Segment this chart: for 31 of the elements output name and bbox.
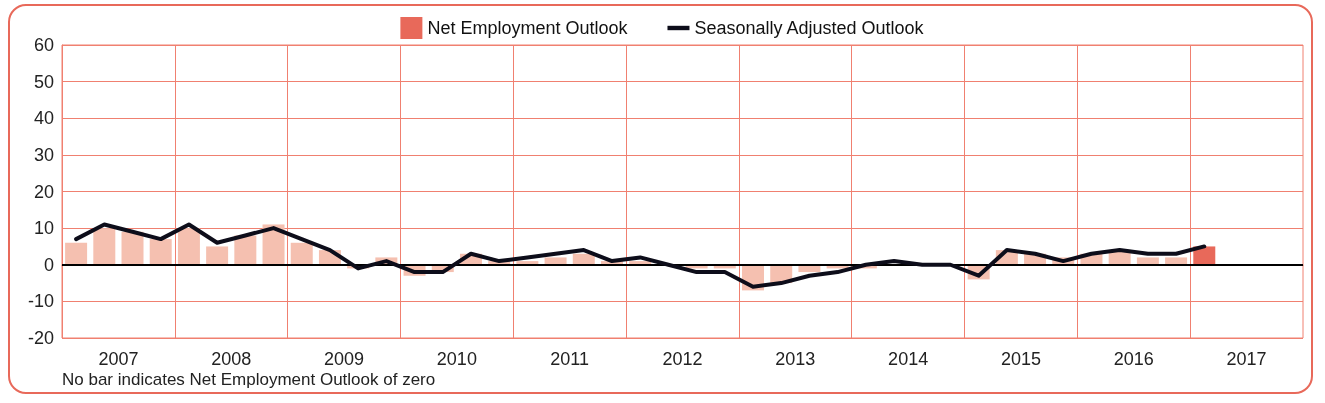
x-tick-label: 2011 xyxy=(550,349,590,369)
x-tick-label: 2009 xyxy=(324,349,365,369)
bar xyxy=(93,228,116,265)
text: No bar indicates Net Employment Outlook of zero xyxy=(62,370,436,389)
x-tick-label: 2010 xyxy=(436,349,477,369)
bar xyxy=(206,246,229,265)
y-tick-label: 0 xyxy=(43,254,54,275)
y-tick-label: 10 xyxy=(33,218,54,239)
x-tick-label: 2016 xyxy=(1113,349,1154,369)
y-tick-label: 20 xyxy=(33,181,54,202)
y-tick-label: -20 xyxy=(27,328,54,348)
line-series xyxy=(74,222,1207,289)
y-tick-label: 50 xyxy=(33,71,54,92)
bar xyxy=(149,239,172,265)
y-tick-label: 30 xyxy=(33,144,54,165)
y-tick-label: 60 xyxy=(33,35,54,55)
x-tick-label: 2015 xyxy=(1000,349,1041,369)
x-tick-label: 2013 xyxy=(775,349,816,369)
y-tick-label: 40 xyxy=(33,108,54,129)
x-tick-label: 2012 xyxy=(662,349,703,369)
y-tick-label: -10 xyxy=(27,291,54,312)
x-tick-label: 2007 xyxy=(98,349,139,369)
bar xyxy=(65,242,88,265)
legend-label: Net Employment Outlook xyxy=(427,18,629,38)
bar xyxy=(290,242,313,265)
x-tick-label: 2017 xyxy=(1226,349,1267,369)
x-tick-label: 2008 xyxy=(211,349,252,369)
bar xyxy=(121,231,144,265)
legend-label: Seasonally Adjusted Outlook xyxy=(694,18,925,38)
bar xyxy=(177,228,200,265)
x-tick-label: 2014 xyxy=(888,349,929,369)
